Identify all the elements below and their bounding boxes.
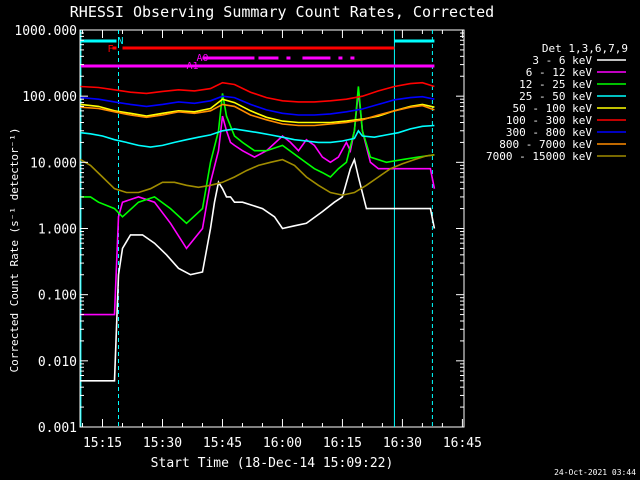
series-line bbox=[80, 124, 435, 148]
series-line bbox=[80, 95, 435, 116]
legend-label: 6 - 12 keV bbox=[526, 66, 593, 79]
y-tick-label: 0.010 bbox=[38, 355, 77, 370]
x-tick-label: 16:00 bbox=[263, 436, 302, 451]
x-tick-label: 15:45 bbox=[203, 436, 242, 451]
legend-label: 800 - 7000 keV bbox=[499, 138, 592, 151]
series-line bbox=[80, 157, 436, 382]
flag-label: N bbox=[117, 36, 123, 47]
x-axis-label: Start Time (18-Dec-14 15:09:22) bbox=[151, 456, 394, 471]
footer-timestamp: 24-Oct-2021 03:44 bbox=[554, 468, 636, 477]
series-lines bbox=[80, 81, 436, 382]
legend-label: 50 - 100 keV bbox=[513, 102, 593, 115]
legend-label: 300 - 800 keV bbox=[506, 126, 592, 139]
x-tick-label: 16:45 bbox=[443, 436, 482, 451]
x-tick-label: 16:30 bbox=[383, 436, 422, 451]
legend-label: 7000 - 15000 keV bbox=[486, 150, 592, 163]
y-tick-label: 0.001 bbox=[38, 421, 77, 436]
flag-label: F bbox=[107, 44, 113, 55]
x-tick-label: 15:15 bbox=[83, 436, 122, 451]
series-line bbox=[80, 154, 435, 196]
legend-label: 3 - 6 keV bbox=[532, 54, 592, 67]
flag-label: A0 bbox=[196, 53, 208, 64]
flag-label: A1 bbox=[186, 61, 198, 72]
legend-title: Det 1,3,6,7,9 bbox=[542, 42, 628, 55]
x-tick-label: 15:30 bbox=[143, 436, 182, 451]
vertical-markers bbox=[80, 30, 433, 427]
axes: 1000.000 100.000 10.000 1.000 0.100 0.010 0.00… bbox=[14, 24, 482, 451]
x-tick-label: 16:15 bbox=[323, 436, 362, 451]
y-tick-label: 1.000 bbox=[38, 223, 77, 238]
legend-label: 12 - 25 keV bbox=[519, 78, 592, 91]
series-line bbox=[80, 81, 435, 103]
chart-title: RHESSI Observing Summary Count Rates, Co… bbox=[70, 3, 494, 21]
y-tick-label: 10.000 bbox=[30, 156, 77, 171]
series-line bbox=[80, 90, 436, 316]
y-tick-label: 1000.000 bbox=[14, 24, 77, 39]
legend-label: 25 - 50 keV bbox=[519, 90, 592, 103]
y-axis-label: Corrected Count Rate (s⁻¹ detector⁻¹) bbox=[8, 127, 21, 372]
series-line bbox=[80, 86, 435, 225]
y-tick-label: 100.000 bbox=[22, 90, 77, 105]
y-tick-label: 0.100 bbox=[38, 289, 77, 304]
series-line bbox=[80, 98, 435, 124]
series-line bbox=[80, 103, 435, 127]
legend-label: 100 - 300 keV bbox=[506, 114, 592, 127]
plot-frame bbox=[79, 29, 465, 428]
